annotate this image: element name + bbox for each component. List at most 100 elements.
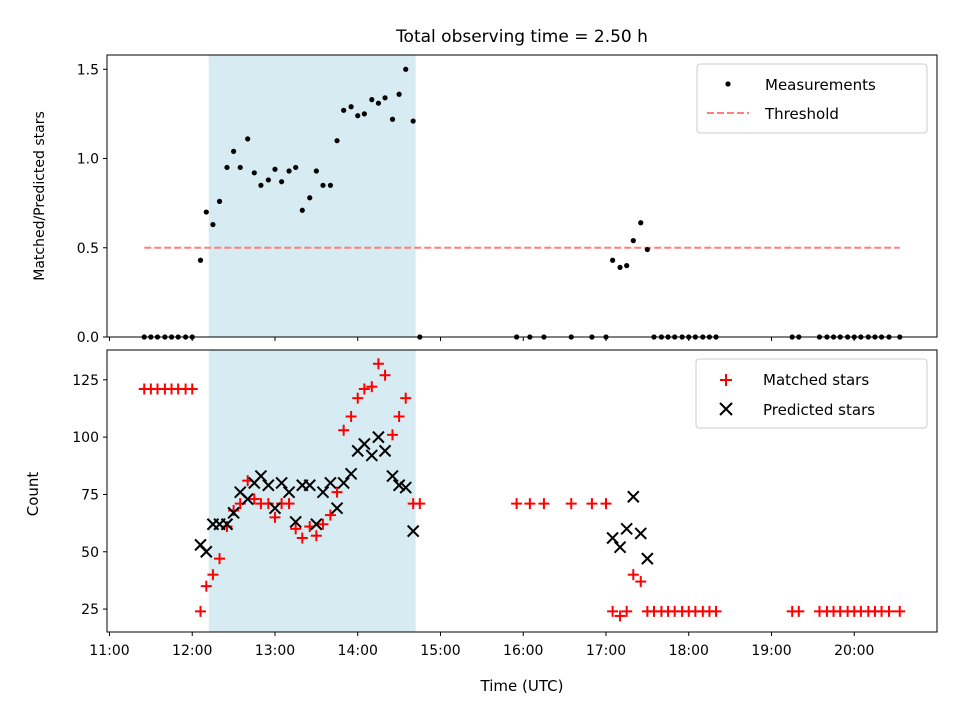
matched-star-marker [538, 498, 550, 510]
legend-predicted-label: Predicted stars [763, 401, 875, 419]
top-y-axis: 0.0 0.5 1.0 1.5 [77, 62, 107, 346]
matched-star-marker [200, 580, 212, 592]
measurement-point [624, 263, 630, 269]
measurement-point [210, 221, 216, 228]
measurement-point [279, 179, 285, 185]
y-tick-label: 75 [81, 487, 99, 503]
bottom-x-label: Time (UTC) [480, 677, 564, 695]
x-tick-label: 18:00 [669, 643, 709, 659]
top-y-label: Matched/Predicted stars [32, 111, 48, 281]
top-x-ticks [108, 337, 855, 341]
measurement-point [299, 207, 305, 213]
predicted-star-marker [275, 476, 288, 490]
bottom-y-axis: 25 50 75 100 125 [72, 373, 107, 618]
matched-star-marker [372, 358, 384, 370]
y-tick-label: 25 [81, 602, 99, 618]
y-tick-label: 100 [72, 430, 99, 446]
x-tick-label: 17:00 [586, 643, 626, 659]
bottom-x-axis: 11:00 12:00 13:00 14:00 15:00 16:00 17:00 18:00… [89, 632, 874, 659]
matched-star-marker [283, 498, 295, 510]
marker-stroke [262, 479, 275, 492]
matched-star-marker [607, 605, 619, 617]
predicted-star-marker [316, 485, 330, 499]
measurement-point [320, 182, 326, 188]
measurement-point [382, 95, 388, 101]
legend-predicted-marker [719, 402, 733, 416]
matched-star-marker [352, 392, 364, 404]
measurement-point [216, 198, 223, 204]
marker-stroke [634, 527, 647, 540]
bottom-y-label: Count [24, 472, 42, 517]
matched-star-marker [635, 576, 647, 588]
predicted-star-marker [641, 552, 654, 565]
bottom-panel: 25 50 75 100 125 11:00 12:00 13:00 14:00 15:00 16… [24, 349, 938, 695]
marker-stroke [392, 479, 406, 492]
predicted-star-marker [303, 479, 316, 492]
x-tick-label: 16:00 [503, 643, 543, 659]
top-measurements [141, 66, 903, 340]
predicted-star-marker [220, 518, 234, 531]
predicted-star-marker [372, 430, 385, 444]
x-tick-label: 15:00 [420, 643, 460, 659]
matched-star-marker [331, 486, 343, 498]
predicted-star-marker [386, 469, 399, 483]
x-tick-label: 20:00 [834, 643, 874, 659]
measurement-point [265, 177, 271, 183]
marker-stroke [344, 467, 358, 481]
measurement-point [410, 118, 416, 124]
matched-star-marker [195, 605, 207, 617]
y-tick-label: 1.0 [77, 152, 99, 168]
matched-star-marker [793, 605, 805, 617]
measurement-point [197, 257, 204, 263]
marker-stroke [358, 437, 371, 451]
x-tick-label: 13:00 [255, 643, 295, 659]
marker-stroke [200, 545, 213, 558]
predicted-star-marker [254, 469, 268, 483]
legend-matched-marker [720, 374, 732, 386]
measurement-point [307, 195, 313, 201]
top-legend: Measurements Threshold [696, 63, 928, 134]
predicted-star-marker [268, 501, 282, 515]
top-axes-frame [106, 54, 938, 338]
bottom-legend-box [695, 358, 928, 429]
matched-star-marker [600, 498, 612, 510]
predicted-star-marker [324, 476, 337, 490]
measurement-point [389, 116, 396, 122]
measurement-point [203, 209, 209, 215]
y-tick-label: 50 [81, 545, 99, 561]
bottom-legend: Matched stars Predicted stars [695, 358, 928, 429]
predicted-star-marker [634, 527, 647, 540]
measurement-point [293, 164, 299, 171]
x-tick-label: 11:00 [89, 643, 129, 659]
measurement-point [237, 164, 243, 171]
matched-star-marker [414, 498, 426, 510]
x-tick-label: 14:00 [338, 643, 378, 659]
predicted-star-marker [200, 545, 213, 558]
marker-stroke [365, 449, 379, 462]
measurement-point [334, 138, 340, 144]
matched-star-marker [317, 518, 329, 530]
predicted-star-marker [365, 449, 379, 462]
measurement-point [341, 107, 347, 113]
matched-star-marker [207, 569, 219, 581]
predicted-star-marker [310, 518, 323, 531]
matched-star-marker [511, 498, 523, 510]
predicted-star-marker [406, 524, 420, 538]
measurement-point [375, 100, 382, 106]
matched-star-marker [345, 410, 357, 422]
y-tick-label: 0.0 [77, 330, 99, 346]
predicted-star-marker [289, 515, 302, 529]
measurement-point [313, 168, 319, 174]
measurement-point [630, 238, 636, 244]
chart-title: Total observing time = 2.50 h [395, 27, 648, 47]
marker-stroke [241, 492, 254, 506]
bottom-predicted-stars [194, 430, 654, 565]
x-tick-label: 19:00 [751, 643, 791, 659]
matched-star-marker [883, 605, 895, 617]
marker-stroke [310, 518, 323, 531]
legend-matched-label: Matched stars [763, 371, 869, 389]
predicted-star-marker [392, 479, 406, 492]
measurement-point [348, 104, 354, 110]
marker-stroke [220, 518, 234, 531]
predicted-star-marker [627, 490, 640, 503]
